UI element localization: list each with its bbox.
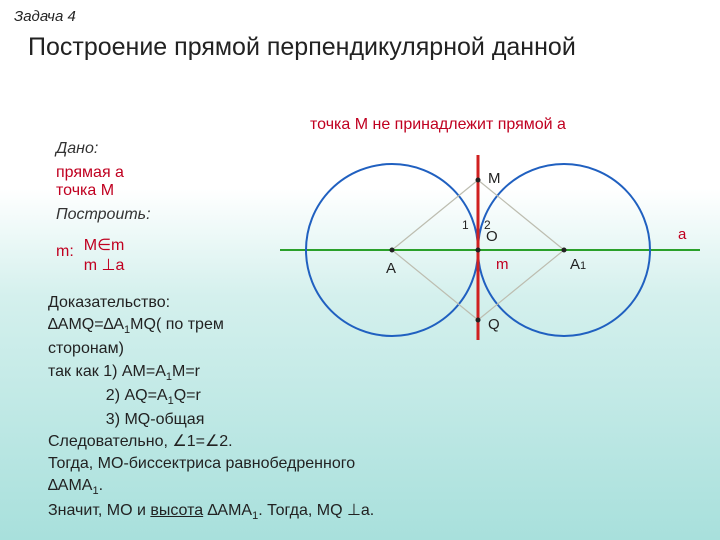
given-block: Дано: прямая а точка М Построить: (56, 140, 151, 224)
proof-l10: Значит, МО и высота ∆АМА1. Тогда, MQ ⊥a. (48, 500, 608, 524)
proof-l4: так как 1) АМ=А1М=r (48, 361, 608, 385)
diagram: М А А1 О Q а m 1 2 (280, 140, 700, 360)
proof-l8: Тогда, МО-биссектриса равнобедренного (48, 453, 608, 475)
given-point-m: точка М (56, 182, 151, 200)
m-line2: m ⊥a (84, 255, 125, 275)
label-A: А (386, 260, 396, 277)
condition-text: точка М не принадлежит прямой а (310, 116, 566, 134)
label-A1: А1 (570, 256, 586, 273)
given-line-a: прямая а (56, 164, 151, 182)
task-number: Задача 4 (0, 0, 720, 25)
label-angle-2: 2 (484, 218, 491, 232)
m-block: m: М∈m m ⊥a (56, 235, 124, 275)
label-angle-1: 1 (462, 218, 469, 232)
m-prefix: m: (56, 243, 74, 261)
label-Q: Q (488, 316, 500, 333)
label-line-m: m (496, 256, 509, 273)
m-line1: М∈m (84, 235, 125, 255)
page-title: Построение прямой перпендикулярной данно… (0, 25, 720, 66)
given-label: Дано: (56, 140, 151, 158)
proof-l7: Следовательно, ∠1=∠2. (48, 431, 608, 453)
proof-l9: ∆АМА1. (48, 475, 608, 499)
proof-l6: 3) MQ-общая (48, 409, 608, 431)
label-M: М (488, 170, 501, 187)
build-label: Построить: (56, 206, 151, 224)
proof-l5: 2) АQ=А1Q=r (48, 385, 608, 409)
label-line-a: а (678, 226, 686, 243)
